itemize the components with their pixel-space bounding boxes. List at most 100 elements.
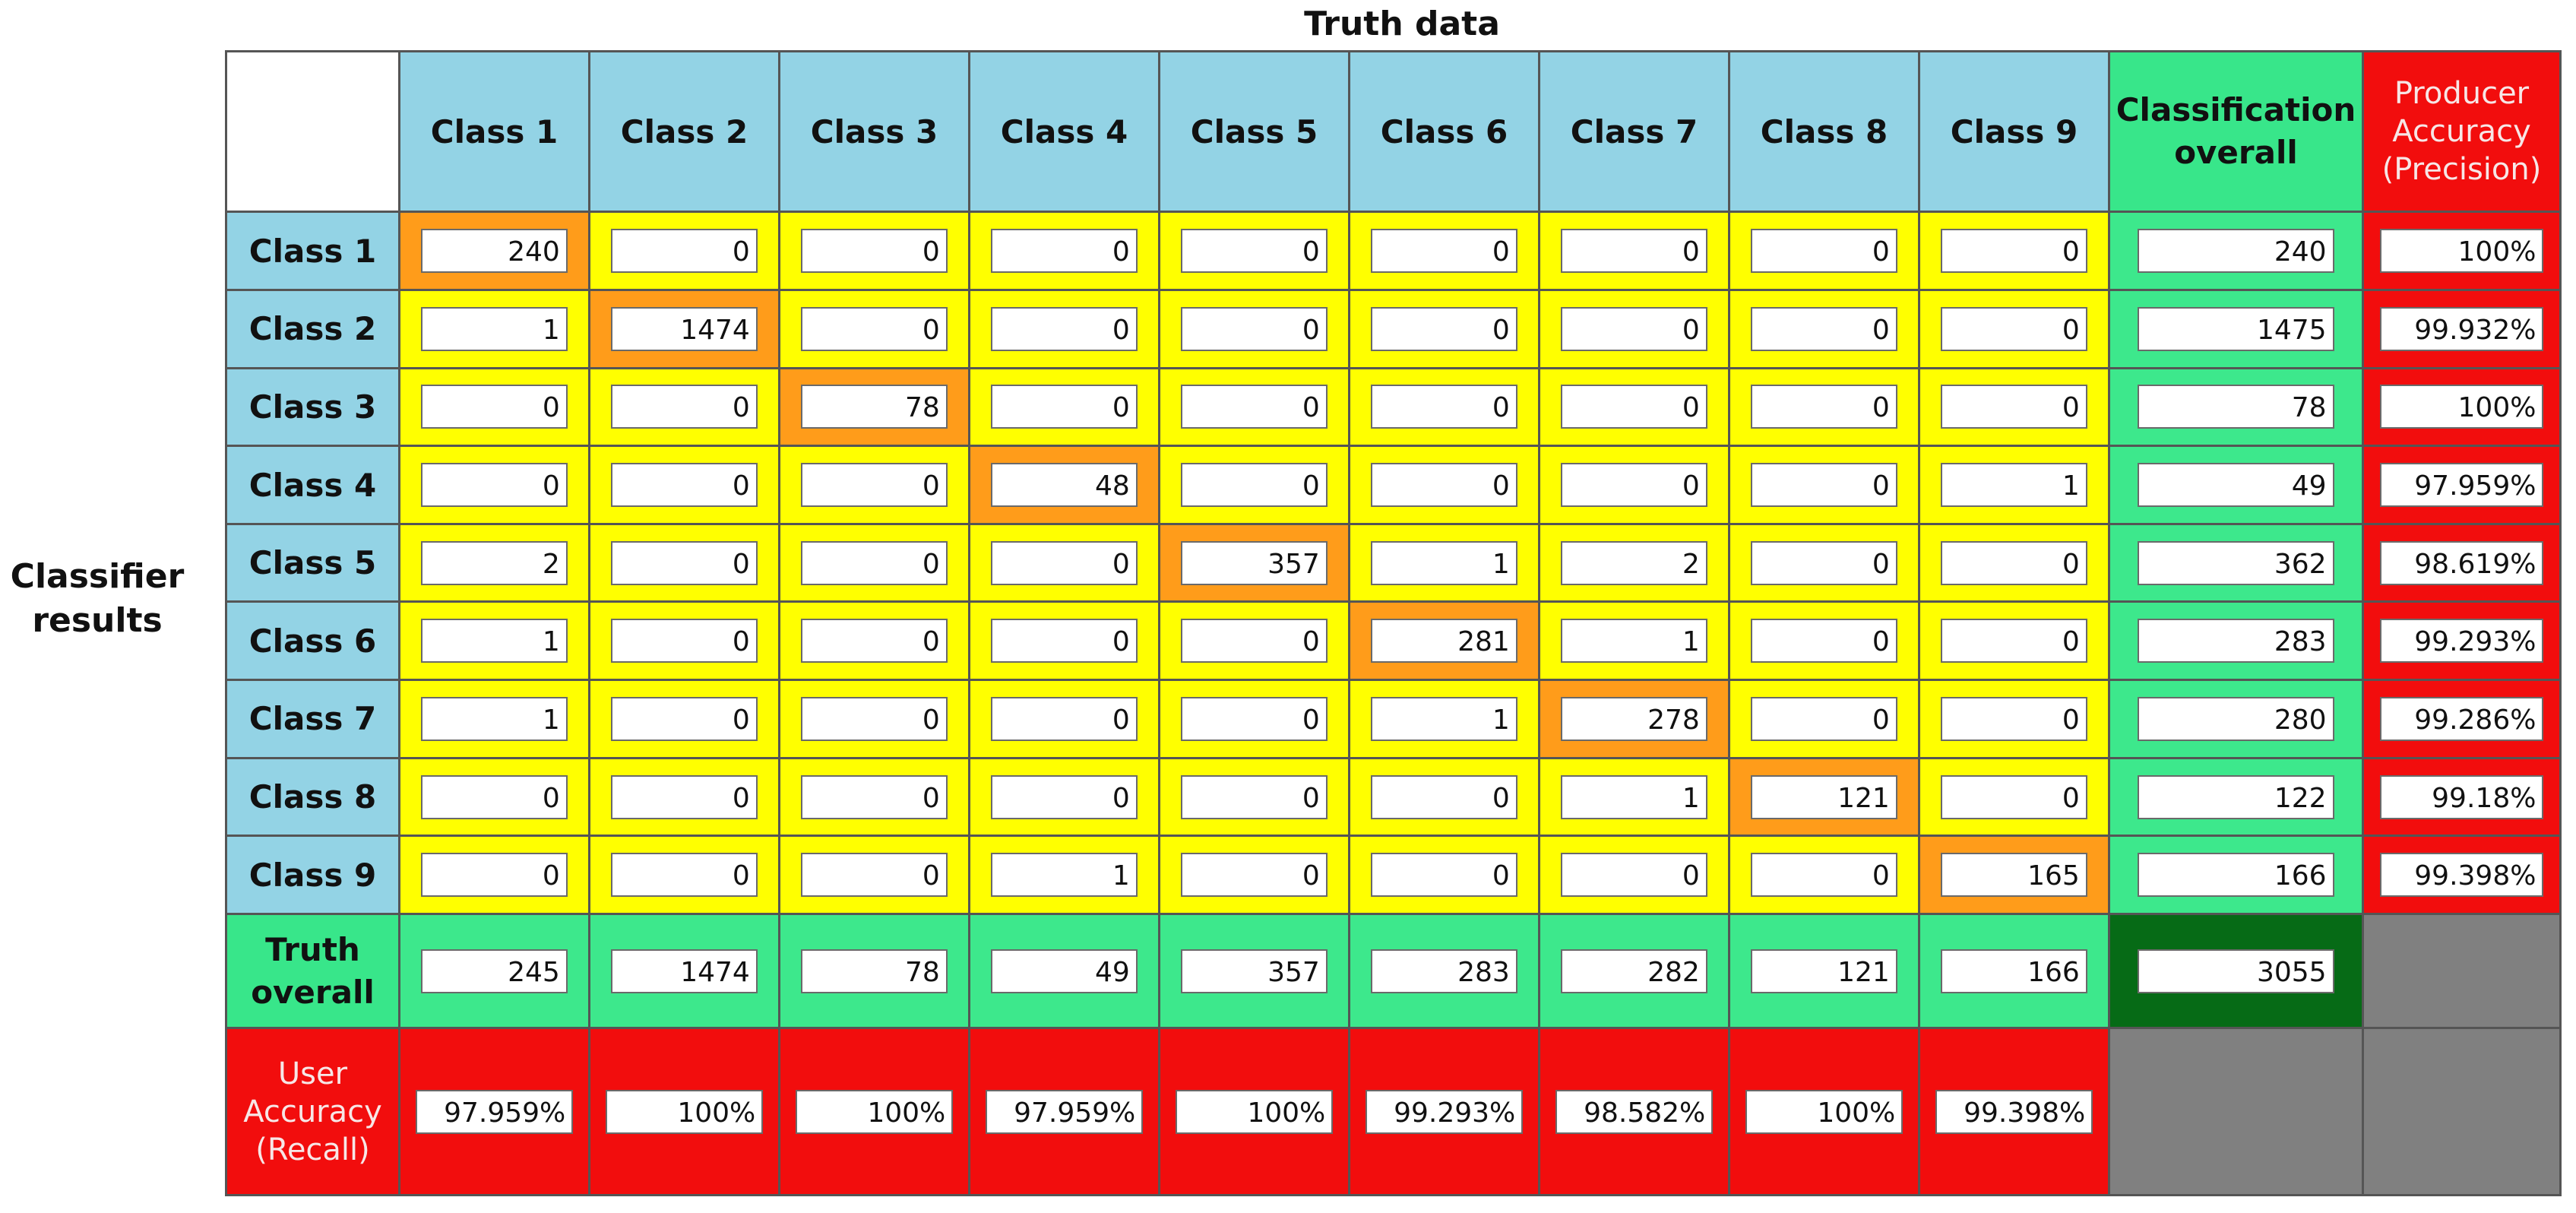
count-r4-c8-value-field[interactable]: 0 — [1751, 463, 1897, 508]
count-r1-c1-value-field[interactable]: 240 — [421, 229, 568, 274]
count-r5-c2-value-field[interactable]: 0 — [611, 540, 758, 585]
count-r4-c2-value-field[interactable]: 0 — [611, 463, 758, 508]
count-r5-c5-value-field[interactable]: 357 — [1181, 540, 1328, 585]
count-r3-c1-value-field[interactable]: 0 — [421, 385, 568, 429]
count-r2-c4-value-field[interactable]: 0 — [991, 306, 1138, 351]
count-r1-c2-value-field[interactable]: 0 — [611, 229, 758, 274]
count-r8-c1-value-field[interactable]: 0 — [421, 774, 568, 819]
count-r9-c2-value-field[interactable]: 0 — [611, 853, 758, 898]
count-r3-c2-value-field[interactable]: 0 — [611, 385, 758, 429]
count-r3-c8-value-field[interactable]: 0 — [1751, 385, 1897, 429]
user-accuracy-class-2-value-field[interactable]: 100% — [605, 1089, 764, 1134]
classification-overall-row-8-value-field[interactable]: 122 — [2138, 774, 2334, 819]
count-r2-c6-value-field[interactable]: 0 — [1371, 306, 1517, 351]
count-r8-c9-value-field[interactable]: 0 — [1941, 774, 2087, 819]
user-accuracy-class-5-value-field[interactable]: 100% — [1175, 1089, 1334, 1134]
count-r2-c3-value-field[interactable]: 0 — [801, 306, 948, 351]
count-r7-c9-value-field[interactable]: 0 — [1941, 696, 2087, 741]
count-r6-c6-value-field[interactable]: 281 — [1371, 619, 1517, 664]
count-r7-c5-value-field[interactable]: 0 — [1181, 696, 1328, 741]
count-r8-c4-value-field[interactable]: 0 — [991, 774, 1138, 819]
count-r6-c1-value-field[interactable]: 1 — [421, 619, 568, 664]
count-r4-c5-value-field[interactable]: 0 — [1181, 463, 1328, 508]
count-r8-c7-value-field[interactable]: 1 — [1561, 774, 1707, 819]
count-r7-c3-value-field[interactable]: 0 — [801, 696, 948, 741]
count-r5-c4-value-field[interactable]: 0 — [991, 540, 1138, 585]
user-accuracy-class-9-value-field[interactable]: 99.398% — [1935, 1089, 2093, 1134]
classification-overall-row-5-value-field[interactable]: 362 — [2138, 540, 2334, 585]
truth-overall-class-4-value-field[interactable]: 49 — [991, 949, 1138, 993]
producer-accuracy-row-7-value-field[interactable]: 99.286% — [2379, 696, 2544, 741]
count-r9-c7-value-field[interactable]: 0 — [1561, 853, 1707, 898]
count-r8-c6-value-field[interactable]: 0 — [1371, 774, 1517, 819]
count-r9-c4-value-field[interactable]: 1 — [991, 853, 1138, 898]
grand-total-value-field[interactable]: 3055 — [2138, 949, 2334, 993]
classification-overall-row-3-value-field[interactable]: 78 — [2138, 385, 2334, 429]
user-accuracy-class-8-value-field[interactable]: 100% — [1745, 1089, 1904, 1134]
user-accuracy-class-1-value-field[interactable]: 97.959% — [415, 1089, 574, 1134]
count-r4-c1-value-field[interactable]: 0 — [421, 463, 568, 508]
count-r2-c1-value-field[interactable]: 1 — [421, 306, 568, 351]
producer-accuracy-row-2-value-field[interactable]: 99.932% — [2379, 306, 2544, 351]
count-r7-c6-value-field[interactable]: 1 — [1371, 696, 1517, 741]
producer-accuracy-row-4-value-field[interactable]: 97.959% — [2379, 463, 2544, 508]
truth-overall-class-5-value-field[interactable]: 357 — [1181, 949, 1328, 993]
count-r4-c6-value-field[interactable]: 0 — [1371, 463, 1517, 508]
truth-overall-class-9-value-field[interactable]: 166 — [1941, 949, 2087, 993]
producer-accuracy-row-1-value-field[interactable]: 100% — [2379, 229, 2544, 274]
count-r1-c5-value-field[interactable]: 0 — [1181, 229, 1328, 274]
count-r1-c6-value-field[interactable]: 0 — [1371, 229, 1517, 274]
user-accuracy-class-3-value-field[interactable]: 100% — [795, 1089, 954, 1134]
count-r5-c6-value-field[interactable]: 1 — [1371, 540, 1517, 585]
classification-overall-row-1-value-field[interactable]: 240 — [2138, 229, 2334, 274]
count-r5-c9-value-field[interactable]: 0 — [1941, 540, 2087, 585]
user-accuracy-class-6-value-field[interactable]: 99.293% — [1365, 1089, 1524, 1134]
count-r1-c4-value-field[interactable]: 0 — [991, 229, 1138, 274]
count-r3-c6-value-field[interactable]: 0 — [1371, 385, 1517, 429]
count-r7-c4-value-field[interactable]: 0 — [991, 696, 1138, 741]
count-r6-c2-value-field[interactable]: 0 — [611, 619, 758, 664]
count-r5-c3-value-field[interactable]: 0 — [801, 540, 948, 585]
count-r3-c3-value-field[interactable]: 78 — [801, 385, 948, 429]
count-r2-c9-value-field[interactable]: 0 — [1941, 306, 2087, 351]
count-r9-c1-value-field[interactable]: 0 — [421, 853, 568, 898]
truth-overall-class-8-value-field[interactable]: 121 — [1751, 949, 1897, 993]
count-r6-c5-value-field[interactable]: 0 — [1181, 619, 1328, 664]
producer-accuracy-row-8-value-field[interactable]: 99.18% — [2379, 774, 2544, 819]
truth-overall-class-2-value-field[interactable]: 1474 — [611, 949, 758, 993]
count-r1-c7-value-field[interactable]: 0 — [1561, 229, 1707, 274]
user-accuracy-class-4-value-field[interactable]: 97.959% — [985, 1089, 1144, 1134]
count-r7-c1-value-field[interactable]: 1 — [421, 696, 568, 741]
count-r2-c5-value-field[interactable]: 0 — [1181, 306, 1328, 351]
producer-accuracy-row-9-value-field[interactable]: 99.398% — [2379, 853, 2544, 898]
count-r2-c8-value-field[interactable]: 0 — [1751, 306, 1897, 351]
count-r9-c3-value-field[interactable]: 0 — [801, 853, 948, 898]
count-r3-c4-value-field[interactable]: 0 — [991, 385, 1138, 429]
count-r9-c9-value-field[interactable]: 165 — [1941, 853, 2087, 898]
user-accuracy-class-7-value-field[interactable]: 98.582% — [1555, 1089, 1714, 1134]
count-r8-c3-value-field[interactable]: 0 — [801, 774, 948, 819]
count-r9-c5-value-field[interactable]: 0 — [1181, 853, 1328, 898]
count-r8-c2-value-field[interactable]: 0 — [611, 774, 758, 819]
count-r4-c3-value-field[interactable]: 0 — [801, 463, 948, 508]
count-r1-c9-value-field[interactable]: 0 — [1941, 229, 2087, 274]
count-r7-c7-value-field[interactable]: 278 — [1561, 696, 1707, 741]
count-r8-c8-value-field[interactable]: 121 — [1751, 774, 1897, 819]
count-r3-c7-value-field[interactable]: 0 — [1561, 385, 1707, 429]
count-r3-c5-value-field[interactable]: 0 — [1181, 385, 1328, 429]
truth-overall-class-6-value-field[interactable]: 283 — [1371, 949, 1517, 993]
count-r6-c7-value-field[interactable]: 1 — [1561, 619, 1707, 664]
classification-overall-row-7-value-field[interactable]: 280 — [2138, 696, 2334, 741]
count-r4-c7-value-field[interactable]: 0 — [1561, 463, 1707, 508]
truth-overall-class-7-value-field[interactable]: 282 — [1561, 949, 1707, 993]
count-r6-c3-value-field[interactable]: 0 — [801, 619, 948, 664]
count-r5-c8-value-field[interactable]: 0 — [1751, 540, 1897, 585]
count-r2-c2-value-field[interactable]: 1474 — [611, 306, 758, 351]
count-r5-c1-value-field[interactable]: 2 — [421, 540, 568, 585]
count-r9-c8-value-field[interactable]: 0 — [1751, 853, 1897, 898]
count-r1-c8-value-field[interactable]: 0 — [1751, 229, 1897, 274]
count-r7-c2-value-field[interactable]: 0 — [611, 696, 758, 741]
producer-accuracy-row-6-value-field[interactable]: 99.293% — [2379, 619, 2544, 664]
count-r4-c9-value-field[interactable]: 1 — [1941, 463, 2087, 508]
count-r6-c4-value-field[interactable]: 0 — [991, 619, 1138, 664]
